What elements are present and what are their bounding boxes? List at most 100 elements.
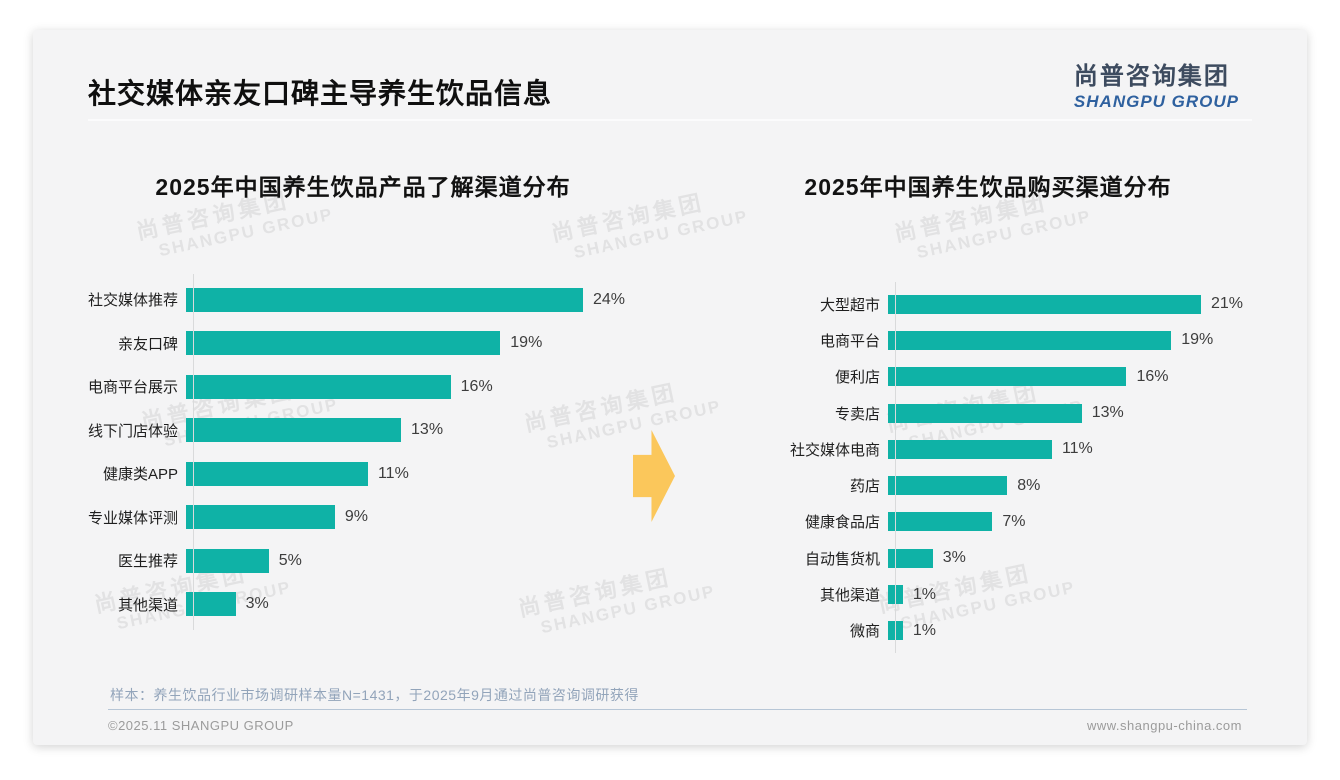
bar [186, 331, 501, 356]
bar-track: 13% [888, 403, 1305, 423]
bar-row: 线下门店体验 13% [78, 409, 698, 453]
bar-row: 健康食品店 7% [745, 504, 1305, 540]
bar-row: 电商平台展示 16% [78, 365, 698, 409]
bar-value-label: 19% [510, 334, 543, 352]
bar-row: 便利店 16% [745, 359, 1305, 395]
purchase-channel-chart: 大型超市 21% 电商平台 19% 便利店 16% 专卖店 13% 社交媒体电商 11% 药店 8% 健… [745, 282, 1305, 653]
bar-row: 大型超市 21% [745, 286, 1305, 322]
bar [888, 476, 1008, 496]
bar [888, 512, 993, 532]
bar-row: 医生推荐 5% [78, 539, 698, 583]
bar-value-label: 16% [460, 377, 493, 395]
bar-category-label: 亲友口碑 [117, 335, 178, 353]
bar-category-label: 专业媒体评测 [87, 509, 178, 527]
bar-value-label: 5% [278, 551, 302, 569]
bar [186, 505, 335, 530]
bar-value-label: 13% [411, 421, 444, 439]
bar-track: 11% [888, 439, 1305, 459]
bar-value-label: 11% [1061, 440, 1093, 458]
bar-track: 11% [186, 461, 698, 486]
title-divider [88, 119, 1252, 121]
bar-track: 19% [186, 331, 698, 356]
bar-row: 社交媒体电商 11% [745, 431, 1305, 467]
bar-category-label: 专卖店 [834, 405, 880, 423]
logo-en-text: SHANGPU GROUP [1073, 92, 1239, 111]
bar-category-label: 健康食品店 [804, 514, 880, 532]
bar-row: 自动售货机 3% [745, 540, 1305, 576]
bar-category-label: 线下门店体验 [87, 422, 178, 440]
bar-category-label: 其他渠道 [819, 587, 880, 605]
copyright-text: ©2025.11 SHANGPU GROUP [108, 718, 294, 733]
bar-row: 专业媒体评测 9% [78, 496, 698, 540]
bar [888, 439, 1052, 459]
bar-row: 药店 8% [745, 467, 1305, 503]
bar [888, 294, 1201, 314]
bar-track: 16% [888, 367, 1305, 387]
bar-row: 专卖店 13% [745, 395, 1305, 431]
bar-value-label: 3% [245, 595, 269, 613]
bar-category-label: 医生推荐 [117, 553, 178, 571]
bar-row: 其他渠道 3% [78, 583, 698, 627]
bar [186, 418, 402, 443]
bar-value-label: 24% [593, 290, 626, 308]
bar [186, 287, 583, 312]
bar [186, 592, 236, 617]
bar [186, 461, 368, 486]
bar-value-label: 9% [344, 508, 368, 526]
bar-category-label: 电商平台 [819, 332, 880, 350]
bar-row: 亲友口碑 19% [78, 322, 698, 366]
bar-value-label: 19% [1181, 331, 1214, 349]
logo-cn-text: 尚普咨询集团 [1073, 63, 1230, 90]
bar [186, 374, 451, 399]
bar-row: 电商平台 19% [745, 322, 1305, 358]
bar-track: 19% [888, 330, 1305, 350]
bar-track: 3% [888, 548, 1305, 568]
bar-track: 24% [186, 287, 698, 312]
watermark-en: SHANGPU GROUP [157, 204, 336, 261]
chart-axis-line [193, 274, 194, 630]
chart-axis-line [895, 282, 896, 653]
bar [888, 367, 1127, 387]
bar-track: 8% [888, 476, 1305, 496]
bar-value-label: 7% [1002, 512, 1026, 530]
bar-row: 社交媒体推荐 24% [78, 278, 698, 322]
bar-track: 13% [186, 418, 698, 443]
right-chart-title: 2025年中国养生饮品购买渠道分布 [804, 174, 1172, 200]
bar [888, 403, 1082, 423]
bar-category-label: 社交媒体推荐 [87, 292, 178, 310]
bar-track: 7% [888, 512, 1305, 532]
slide-card: 尚普咨询集团 SHANGPU GROUP 尚普咨询集团 SHANGPU GROU… [33, 30, 1307, 745]
chart-rows: 社交媒体推荐 24% 亲友口碑 19% 电商平台展示 16% 线下门店体验 13% 健康类APP… [78, 274, 698, 630]
company-logo: 尚普咨询集团 SHANGPU GROUP [1074, 56, 1239, 112]
bar-category-label: 药店 [849, 478, 880, 496]
bar-value-label: 11% [377, 464, 409, 482]
chart-rows: 大型超市 21% 电商平台 19% 便利店 16% 专卖店 13% 社交媒体电商 11% 药店 8% 健… [745, 282, 1305, 653]
bar-category-label: 大型超市 [819, 296, 880, 314]
bar-value-label: 13% [1091, 404, 1124, 422]
bar-track: 16% [186, 374, 698, 399]
bar-value-label: 16% [1136, 367, 1169, 385]
bar-row: 其他渠道 1% [745, 576, 1305, 612]
bar-track: 1% [888, 621, 1305, 641]
bar-category-label: 自动售货机 [804, 550, 880, 568]
awareness-channel-chart: 社交媒体推荐 24% 亲友口碑 19% 电商平台展示 16% 线下门店体验 13% 健康类APP… [78, 274, 698, 630]
bar-category-label: 其他渠道 [117, 596, 178, 614]
bar-value-label: 21% [1211, 295, 1244, 313]
bar-category-label: 电商平台展示 [87, 379, 178, 397]
bar-row: 健康类APP 11% [78, 452, 698, 496]
bar-value-label: 8% [1017, 476, 1041, 494]
page-title: 社交媒体亲友口碑主导养生饮品信息 [88, 78, 553, 109]
bar [186, 548, 269, 573]
sample-footnote: 样本：养生饮品行业市场调研样本量N=1431，于2025年9月通过尚普咨询调研获… [110, 687, 639, 703]
bar-category-label: 便利店 [834, 369, 880, 387]
bar-category-label: 社交媒体电商 [789, 441, 880, 459]
footer-divider [108, 709, 1247, 710]
watermark-en: SHANGPU GROUP [915, 206, 1094, 263]
watermark-en: SHANGPU GROUP [572, 206, 751, 263]
bar-value-label: 1% [912, 621, 937, 639]
bar-category-label: 微商 [849, 623, 880, 641]
website-url: www.shangpu-china.com [1086, 718, 1242, 733]
bar-track: 5% [186, 548, 698, 573]
bar [888, 330, 1172, 350]
left-chart-title: 2025年中国养生饮品产品了解渠道分布 [155, 174, 571, 200]
